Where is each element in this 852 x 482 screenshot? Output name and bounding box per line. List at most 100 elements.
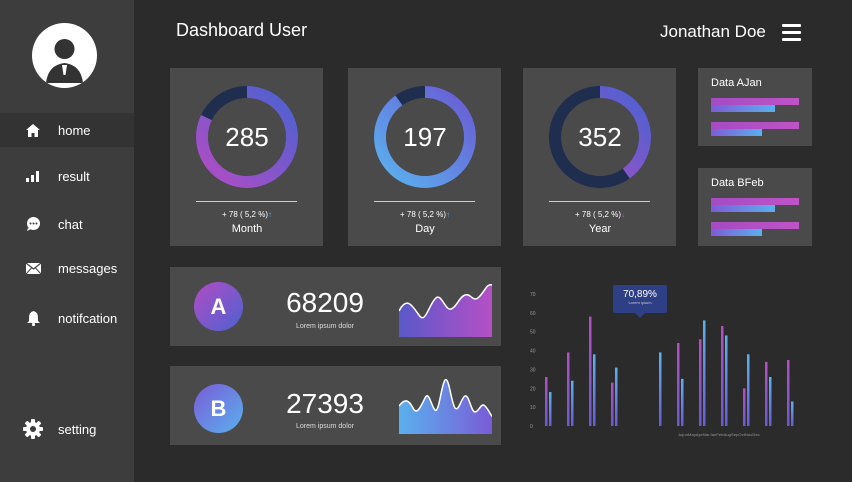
gear-icon — [23, 419, 43, 439]
sidebar-item-result[interactable]: result — [0, 159, 134, 193]
chart-bar-purple — [589, 316, 592, 426]
y-tick-label: 30 — [530, 367, 536, 373]
stat-value: 352 — [578, 121, 622, 152]
y-tick-label: 60 — [530, 311, 536, 317]
avatar[interactable] — [32, 23, 97, 88]
stat-delta: + 78 ( 5,2 %)↑ — [399, 210, 451, 219]
bar-chart: 0 10 20 30 40 50 60 70 — [530, 292, 794, 430]
wave-chart — [399, 379, 493, 434]
sidebar: home result chat messages notifcation — [0, 0, 134, 482]
data-bar — [711, 98, 799, 105]
chart-bar-blue — [681, 378, 684, 426]
data-panel-title: Data AJan — [711, 77, 762, 89]
summary-value: 27393 — [286, 388, 364, 419]
x-axis-labels: JujunMayAprMarJanFebAugSepOctNovDec — [678, 432, 760, 437]
y-tick-label: 70 — [530, 292, 536, 298]
data-panel-a[interactable]: Data AJan — [698, 68, 812, 146]
chart-bar-purple — [567, 352, 570, 426]
data-bar — [711, 198, 799, 205]
sidebar-item-label: notifcation — [58, 310, 118, 326]
sidebar-item-label: messages — [58, 260, 118, 276]
stat-delta: + 78 ( 5,2 %)↑ — [221, 210, 273, 219]
chart-bar-blue — [659, 352, 662, 426]
y-tick-label: 0 — [530, 424, 533, 430]
divider — [196, 201, 297, 202]
y-tick-label: 20 — [530, 386, 536, 392]
hamburger-menu-icon[interactable] — [782, 24, 801, 41]
stat-delta: + 78 ( 5,2 %)↓ — [574, 210, 626, 219]
data-bar — [711, 229, 763, 236]
chart-tooltip: 70,89% Lorem ipsum — [613, 285, 667, 318]
wave-chart — [399, 283, 493, 337]
chart-bar-blue — [571, 380, 574, 426]
data-bar — [711, 105, 776, 112]
user-name[interactable]: Jonathan Doe — [660, 22, 766, 41]
data-bar — [711, 122, 799, 129]
stat-card-day[interactable]: 197 + 78 ( 5,2 %)↑ Day — [348, 68, 501, 246]
stat-card-year[interactable]: 352 + 78 ( 5,2 %)↓ Year — [523, 68, 676, 246]
chart-bar-blue — [593, 354, 596, 426]
stat-value: 285 — [225, 121, 269, 152]
sidebar-item-messages[interactable]: messages — [0, 251, 134, 285]
chart-bar-purple — [545, 376, 548, 426]
sidebar-item-label: home — [58, 122, 91, 138]
stat-period: Month — [231, 223, 263, 235]
user-avatar-icon — [46, 39, 83, 83]
home-icon — [25, 122, 41, 138]
tooltip-value: 70,89% — [623, 289, 657, 300]
stat-period: Year — [588, 223, 612, 235]
bell-icon — [25, 310, 41, 326]
data-bar — [711, 222, 799, 229]
y-tick-label: 50 — [530, 330, 536, 336]
summary-value: 68209 — [286, 287, 364, 318]
data-panel-title: Data BFeb — [711, 177, 764, 189]
data-bar — [711, 205, 776, 212]
chart-bar-blue — [769, 376, 772, 426]
stat-value: 197 — [403, 121, 447, 152]
chart-bar-blue — [747, 354, 750, 426]
divider — [549, 201, 650, 202]
chart-bar-blue — [549, 392, 552, 426]
summary-letter-badge: B — [194, 384, 243, 433]
y-tick-label: 10 — [530, 405, 536, 411]
chart-bar-purple — [765, 361, 768, 426]
sidebar-item-setting[interactable]: setting — [0, 412, 134, 446]
summary-letter-badge: A — [194, 282, 243, 331]
chart-bar-blue — [791, 401, 794, 426]
chart-bar-purple — [677, 343, 680, 426]
envelope-icon — [25, 260, 41, 276]
sidebar-item-label: chat — [58, 216, 83, 232]
progress-ring: 197 — [372, 84, 478, 190]
stat-period: Day — [415, 223, 435, 235]
tooltip-caption: Lorem ipsum — [628, 300, 652, 305]
data-bar — [711, 129, 763, 136]
summary-caption: Lorem ipsum dolor — [296, 323, 354, 330]
stat-card-month[interactable]: 285 + 78 ( 5,2 %)↑ Month — [170, 68, 323, 246]
chart-bar-purple — [611, 382, 614, 426]
chart-bar-purple — [699, 339, 702, 426]
chart-bar-blue — [615, 367, 618, 426]
summary-card-a[interactable]: A 68209 Lorem ipsum dolor — [170, 267, 501, 346]
summary-card-b[interactable]: B 27393 Lorem ipsum dolor — [170, 366, 501, 445]
chat-icon — [25, 216, 41, 232]
data-panel-b[interactable]: Data BFeb — [698, 168, 812, 246]
page-title: Dashboard User — [176, 20, 308, 40]
sidebar-item-label: result — [58, 168, 90, 184]
progress-ring: 285 — [194, 84, 300, 190]
sidebar-item-home[interactable]: home — [0, 113, 134, 147]
summary-caption: Lorem ipsum dolor — [296, 423, 354, 430]
progress-ring: 352 — [547, 84, 653, 190]
chart-bar-purple — [787, 360, 790, 426]
chart-bar-purple — [743, 388, 746, 426]
arrow-up-icon: ↑ — [446, 210, 451, 219]
chart-bar-purple — [721, 326, 724, 426]
y-tick-label: 40 — [530, 349, 536, 355]
divider — [374, 201, 475, 202]
sidebar-item-chat[interactable]: chat — [0, 207, 134, 241]
sidebar-item-notification[interactable]: notifcation — [0, 301, 134, 335]
chart-bar-blue — [725, 335, 728, 426]
chart-bar-blue — [703, 320, 706, 426]
bar-chart-icon — [25, 168, 41, 184]
sidebar-item-label: setting — [58, 421, 97, 437]
arrow-down-icon: ↓ — [621, 210, 626, 219]
